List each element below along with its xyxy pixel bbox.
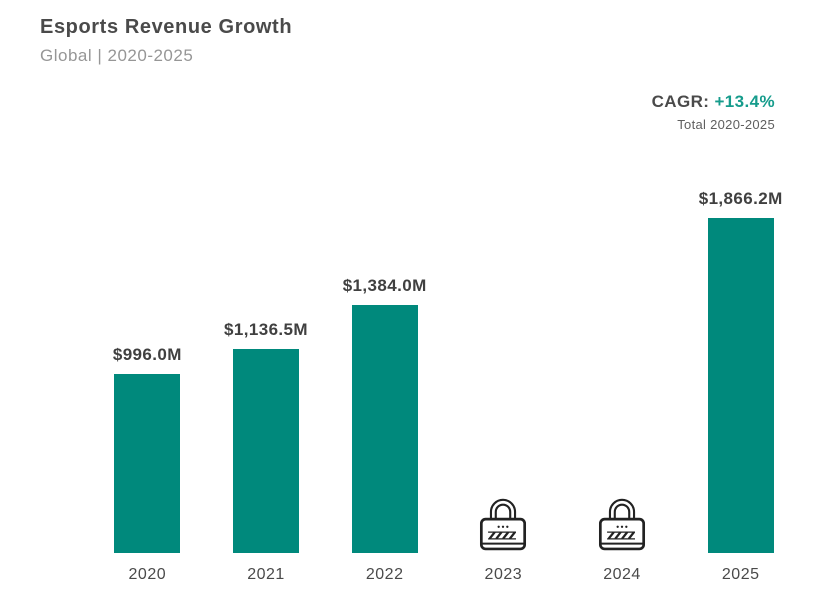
x-tick-2024: 2024 <box>603 566 641 583</box>
chart-column-2024 <box>563 170 682 553</box>
x-tick-2023: 2023 <box>484 566 523 583</box>
chart-column-2025: $1,866.2M <box>681 170 800 553</box>
bar-2021 <box>233 349 299 553</box>
x-tick-2020: 2020 <box>128 566 167 583</box>
x-tick-2022: 2022 <box>365 566 404 583</box>
bar-chart: $996.0M $1,136.5M $1,384.0M <box>88 170 800 584</box>
padlock-icon <box>599 498 646 551</box>
bar-value-label-2025: $1,866.2M <box>698 189 783 208</box>
cagr-label: CAGR: <box>651 92 710 111</box>
bar-2020 <box>114 374 181 553</box>
x-tick-2021: 2021 <box>247 566 285 583</box>
chart-column-2021: $1,136.5M <box>207 170 326 553</box>
x-tick-2025: 2025 <box>721 566 760 583</box>
bar-2025 <box>707 218 774 553</box>
chart-column-2022: $1,384.0M <box>325 170 444 553</box>
bar-value-label-2022: $1,384.0M <box>342 275 427 295</box>
page-title: Esports Revenue Growth <box>40 16 293 38</box>
cagr-annotation: CAGR: +13.4% Total 2020-2025 <box>652 92 775 132</box>
bar-value-label-2020: $996.0M <box>112 345 182 365</box>
cagr-value: +13.4% <box>714 92 775 111</box>
padlock-icon <box>480 498 527 551</box>
chart-column-2020: $996.0M <box>88 170 207 553</box>
cagr-note: Total 2020-2025 <box>677 117 775 132</box>
page-subtitle: Global | 2020-2025 <box>40 46 194 65</box>
chart-plot-area: $996.0M $1,136.5M $1,384.0M <box>88 170 800 553</box>
bar-2022 <box>351 304 418 553</box>
x-axis: 2020 2021 2022 2023 2024 2025 <box>88 566 800 584</box>
chart-column-2023 <box>444 170 563 553</box>
chart-header: Esports Revenue Growth Global | 2020-202… <box>40 16 292 66</box>
bar-value-label-2021: $1,136.5M <box>224 320 308 339</box>
